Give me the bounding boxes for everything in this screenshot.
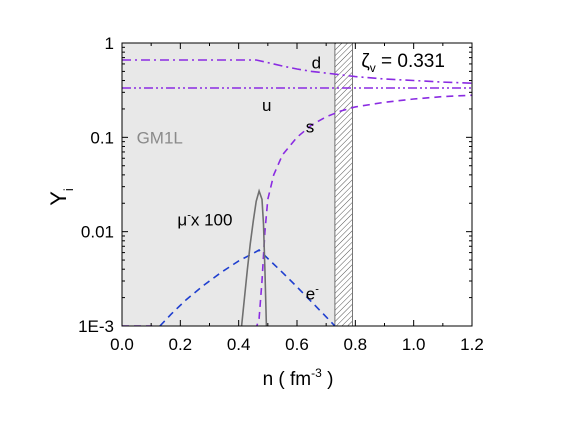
curve-label-e: e- bbox=[306, 284, 319, 304]
shaded-region bbox=[122, 43, 335, 326]
x-tick-label: 0.8 bbox=[344, 335, 368, 354]
x-tick-label: 0.0 bbox=[110, 335, 134, 354]
curve-label-u: u bbox=[262, 96, 271, 115]
x-axis-label: n ( fm-3 ) bbox=[263, 366, 334, 390]
regions bbox=[122, 42, 353, 327]
x-tick-label: 0.4 bbox=[227, 335, 251, 354]
curve-label-name: μ bbox=[177, 210, 187, 229]
zeta-subscript: v bbox=[370, 61, 376, 75]
curve-label-sup: - bbox=[315, 284, 319, 296]
x-tick-label: 0.2 bbox=[169, 335, 193, 354]
y-tick-label: 1E-3 bbox=[78, 317, 114, 336]
curve-label-suffix: x 100 bbox=[191, 210, 233, 229]
x-tick-label: 1.0 bbox=[402, 335, 426, 354]
series-line-e bbox=[159, 249, 336, 326]
y-axis: 1 0.1 0.01 1E-3 bbox=[78, 34, 472, 336]
y-tick-label: 1 bbox=[105, 34, 114, 53]
y-tick-label: 0.1 bbox=[90, 128, 114, 147]
curve-label-d: d bbox=[312, 54, 321, 73]
zeta-symbol: ζ bbox=[361, 51, 370, 72]
curve-label-name: e bbox=[306, 285, 315, 304]
hatched-region bbox=[334, 42, 353, 327]
series-line-μ bbox=[240, 188, 268, 326]
series-layer bbox=[122, 59, 472, 326]
zeta-label: ζv = 0.331 bbox=[361, 51, 445, 75]
x-axis: 0.0 0.2 0.4 0.6 0.8 1.0 1.2 bbox=[110, 43, 484, 354]
y-axis-label: Yi bbox=[46, 188, 76, 206]
curve-label-name: s bbox=[306, 118, 315, 137]
curve-label-name: d bbox=[312, 54, 321, 73]
model-label: GM1L bbox=[137, 128, 183, 147]
curve-label-μ: μ-x 100 bbox=[177, 209, 232, 229]
x-tick-label: 1.2 bbox=[460, 335, 484, 354]
curve-label-sup: - bbox=[187, 209, 191, 221]
curve-label-name: u bbox=[262, 96, 271, 115]
series-line-d bbox=[122, 59, 472, 84]
x-tick-label: 0.6 bbox=[285, 335, 309, 354]
y-tick-label: 0.01 bbox=[81, 223, 114, 242]
curve-label-s: s bbox=[306, 118, 315, 137]
zeta-value: = 0.331 bbox=[376, 51, 445, 72]
